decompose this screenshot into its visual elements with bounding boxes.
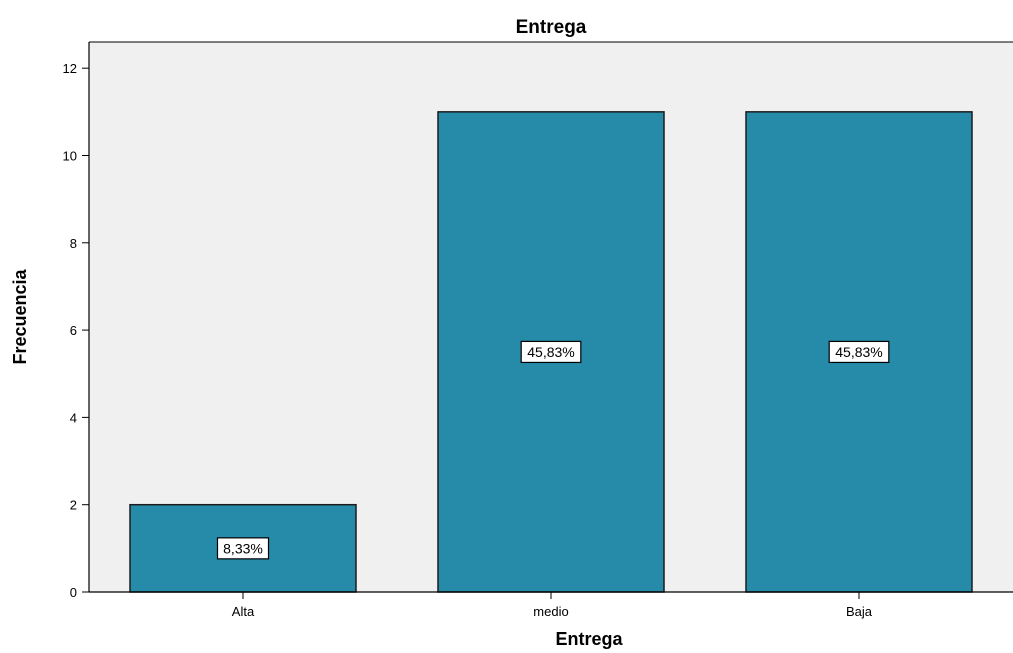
svg-text:45,83%: 45,83%	[835, 344, 882, 360]
y-tick-label: 2	[70, 498, 77, 513]
y-axis-ticks: 0 2 4 6 8 10 12	[63, 61, 89, 600]
svg-text:45,83%: 45,83%	[527, 344, 574, 360]
x-tick-label: Baja	[846, 604, 873, 619]
y-tick-label: 8	[70, 236, 77, 251]
data-label: 45,83%	[520, 340, 582, 364]
x-axis-ticks: Alta medio Baja	[232, 592, 873, 619]
x-tick-label: Alta	[232, 604, 255, 619]
y-tick-label: 10	[63, 148, 77, 163]
data-label: 8,33%	[216, 537, 270, 560]
y-axis-title: Frecuencia	[10, 268, 30, 364]
y-tick-label: 12	[63, 61, 77, 76]
y-tick-label: 0	[70, 585, 77, 600]
x-axis-title: Entrega	[555, 629, 623, 649]
y-tick-label: 6	[70, 323, 77, 338]
svg-text:8,33%: 8,33%	[223, 540, 263, 556]
y-tick-label: 4	[70, 410, 77, 425]
x-tick-label: medio	[533, 604, 568, 619]
data-labels: 8,33% 45,83% 45,83%	[216, 340, 890, 560]
chart-title: Entrega	[516, 17, 587, 38]
data-label: 45,83%	[828, 340, 890, 364]
